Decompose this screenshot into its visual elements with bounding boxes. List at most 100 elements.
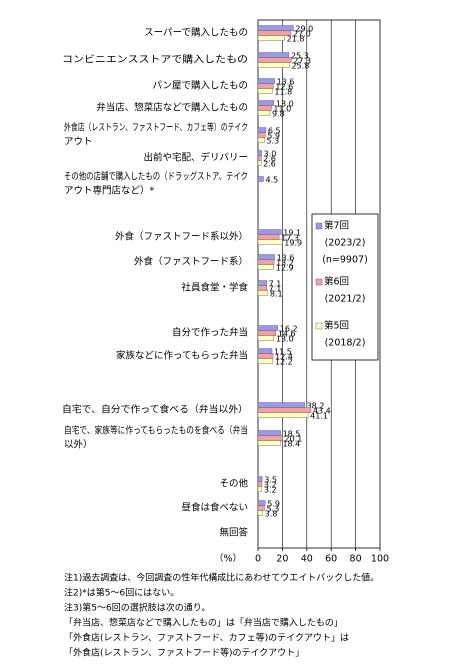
value-label: 43.4 <box>313 407 331 416</box>
category-label: 自分で作った弁当 <box>172 327 248 339</box>
legend-label: 第5回 <box>324 320 349 332</box>
legend-period: (2023/2) <box>325 238 366 249</box>
legend-period: (2018/2) <box>325 338 366 349</box>
value-label: 3.2 <box>264 481 277 490</box>
category-label: パン屋で購入したもの <box>153 80 248 92</box>
bar <box>257 83 274 89</box>
bar <box>257 25 294 31</box>
bar <box>257 35 285 41</box>
value-label: 13.6 <box>277 78 295 87</box>
bar <box>257 481 263 487</box>
category-label: アウト <box>64 137 93 148</box>
value-label: 5.9 <box>267 132 280 141</box>
bar <box>257 407 312 413</box>
bar <box>257 412 309 418</box>
category-label: 自宅で、自分で作って食べる（弁当以外） <box>62 404 248 416</box>
footnote: 注3)第5～6回の選択肢は次の通り。 <box>64 602 211 614</box>
category-label: その他 <box>219 478 248 490</box>
value-label: 7.1 <box>269 280 282 289</box>
value-label: 13.0 <box>276 100 294 109</box>
bar <box>257 264 274 270</box>
bar <box>257 476 263 482</box>
footnote: 注2)*は第5～6回にはない。 <box>64 587 179 599</box>
bar <box>257 435 283 441</box>
x-tick-label: 100 <box>371 554 389 565</box>
footnote: 「外食店(レストラン、ファストフード、カフェ等)のテイクアウト」は <box>64 632 349 644</box>
category-label: 昼食は食べない <box>181 502 248 514</box>
category-label: 以外） <box>64 439 93 451</box>
value-label: 8.1 <box>270 290 283 299</box>
value-label: 4.5 <box>265 176 278 185</box>
value-label: 19.1 <box>283 229 301 238</box>
bar <box>257 430 281 436</box>
bar <box>257 150 262 156</box>
value-label: 21.8 <box>287 35 305 44</box>
value-label: 27.0 <box>293 30 311 39</box>
bar <box>257 290 269 296</box>
legend-swatch <box>315 222 323 230</box>
bar <box>257 137 265 143</box>
bar <box>257 440 281 446</box>
x-tick-label: 0 <box>255 554 261 565</box>
bar <box>257 160 262 166</box>
bar <box>257 325 278 331</box>
value-label: 13.6 <box>277 254 295 263</box>
bar <box>257 353 274 359</box>
value-label: 14.6 <box>278 330 296 339</box>
footnote: 注1)過去調査は、今回調査の性年代構成比にあわせてウエイトバックした値。 <box>64 572 379 584</box>
value-label: 29.0 <box>295 25 313 34</box>
bar <box>257 402 305 408</box>
bar <box>257 229 282 235</box>
x-tick-label: 60 <box>325 554 337 565</box>
bar <box>257 510 263 516</box>
bar <box>257 358 274 364</box>
category-label: 弁当店、惣菜店などで購入したもの <box>96 102 248 114</box>
value-label: 12.9 <box>276 264 294 273</box>
value-label: 3.0 <box>264 150 277 159</box>
legend-swatch <box>315 322 323 330</box>
bar <box>257 105 272 111</box>
bar <box>257 176 264 182</box>
legend-period: (2021/2) <box>325 294 366 305</box>
value-label: 7.1 <box>269 285 282 294</box>
bar <box>257 132 266 138</box>
x-tick-label: 80 <box>350 554 362 565</box>
bar <box>257 110 271 116</box>
legend-box <box>311 213 379 361</box>
value-label: 17.3 <box>281 234 299 243</box>
value-label: 16.2 <box>280 325 298 334</box>
bar <box>257 62 290 68</box>
category-label: アウト専門店など）* <box>64 185 155 197</box>
value-label: 5.3 <box>266 505 279 514</box>
value-label: 13.2 <box>276 259 294 268</box>
category-label: その他の店舗で購入したもの（ドラッグストア、テイク <box>64 171 248 183</box>
bar <box>257 348 273 354</box>
footnote: 「外食店(レストラン、ファストフード等)のテイクアウト」 <box>64 647 304 659</box>
bar <box>257 100 275 106</box>
value-label: 9.8 <box>272 110 285 119</box>
bar <box>257 57 292 63</box>
bar <box>257 254 275 260</box>
bar <box>257 155 262 161</box>
value-label: 41.1 <box>310 412 328 421</box>
value-label: 25.3 <box>291 52 309 61</box>
value-label: 13.0 <box>276 335 294 344</box>
category-label: 外食（ファストフード系） <box>134 256 248 268</box>
bar <box>257 330 277 336</box>
value-label: 25.8 <box>291 62 309 71</box>
x-tick-label: 20 <box>276 554 288 565</box>
bar <box>257 88 273 94</box>
value-label: 20.1 <box>285 435 303 444</box>
bar <box>257 239 283 245</box>
category-label: 家族などに作ってもらった弁当 <box>116 350 248 362</box>
bar <box>257 259 275 265</box>
value-label: 12.4 <box>275 353 293 362</box>
legend-label: 第7回 <box>324 220 349 232</box>
bar <box>257 280 267 286</box>
bar <box>257 285 267 291</box>
bar <box>257 127 267 133</box>
value-label: 11.8 <box>274 88 292 97</box>
value-label: 6.5 <box>268 127 281 136</box>
bar <box>257 52 290 58</box>
